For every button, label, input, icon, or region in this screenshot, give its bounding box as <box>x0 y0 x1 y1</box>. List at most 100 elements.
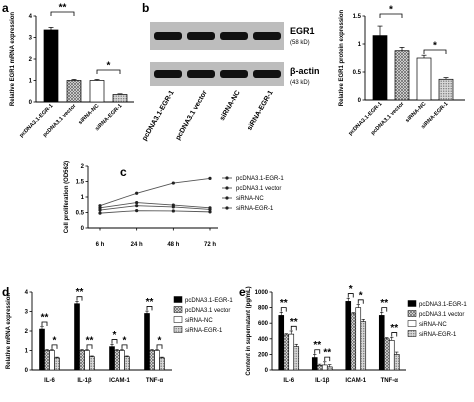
panel-a-y-tick-label: 2 <box>29 57 33 63</box>
panel-b-bars-significance-label: * <box>433 41 437 52</box>
panel-d-significance-label: * <box>123 335 127 346</box>
panel-d-bar <box>149 350 155 371</box>
panel-e-bar <box>311 357 318 371</box>
panel-d-significance-label: ** <box>146 297 154 308</box>
panel-c-y-axis-label: Cell proliferation (OD562) <box>64 161 70 233</box>
panel-d-y-axis-label: Relative mRNA expression <box>6 293 12 369</box>
panel-c-x-tick-label: 72 h <box>204 242 216 248</box>
panel-e-bar <box>278 315 285 371</box>
panel-c-legend-label: siRNA-NC <box>236 196 264 202</box>
panel-a-significance-bracket <box>96 69 121 74</box>
panel-b-bars-bar-0 <box>372 35 388 101</box>
panel-e-y-tick-label: 0 <box>265 368 269 374</box>
panel-b-bars-bar-2 <box>416 57 432 101</box>
panel-b-bars-x-tick-label: siRNA-NC <box>405 101 428 124</box>
panel-b-bars-y-tick-label: 0 <box>358 98 362 104</box>
panel-e-significance-label: ** <box>380 298 388 309</box>
panel-d-significance-bracket <box>121 344 128 349</box>
panel-e-y-axis-label: Content in supernatant (pg/mL) <box>246 286 252 375</box>
blot-band <box>154 32 182 40</box>
panel-e-bar <box>283 334 290 371</box>
panel-c-point <box>171 205 175 209</box>
panel-b-bars-y-tick-label: 1 <box>358 42 362 48</box>
panel-a-y-axis-label: Relative EGR1 mRNA expression <box>10 12 16 106</box>
panel-e-y-tick-label: 1000 <box>255 290 269 296</box>
panel-e-legend-swatch <box>407 330 417 337</box>
panel-c-point <box>208 207 212 211</box>
panel-d-y-tick-label: 4 <box>25 290 29 296</box>
panel-e-legend-label: pcDNA3.1-EGR-1 <box>419 302 467 308</box>
panel-d-bar <box>54 357 60 371</box>
panel-c-series-line-2 <box>99 205 211 211</box>
panel-d-significance-label: ** <box>76 287 84 298</box>
panel-d-significance-bracket <box>156 344 163 349</box>
panel-b-bars-bar-3 <box>438 78 454 101</box>
panel-e-bar <box>355 307 362 371</box>
blot-band-size: (58 kD) <box>290 40 310 46</box>
panel-d-legend-swatch <box>173 306 183 313</box>
panel-a-x-tick-label: siRNA-NC <box>78 103 101 126</box>
panel-e-bar <box>321 364 328 371</box>
panel-c-legend-marker <box>225 206 229 210</box>
panel-e-bar <box>345 301 352 371</box>
panel-e-y-tick-label: 400 <box>258 337 269 343</box>
panel-d-legend-swatch <box>173 296 183 303</box>
panel-b-bars-y-tick-label: 1.5 <box>353 14 362 20</box>
blot-band-label: β-actin <box>290 66 320 76</box>
panel-d-significance-label: ** <box>41 313 49 324</box>
panel-d-bar <box>49 350 55 371</box>
panel-d-significance-label: * <box>53 335 57 346</box>
panel-a-bar-1 <box>66 80 82 103</box>
blot-lane-label: pcDNA3.1-EGR-1 <box>141 89 176 142</box>
blot-band <box>187 70 215 78</box>
panel-d-legend-swatch <box>173 316 183 323</box>
panel-b-bars-y-tick-label: 0.5 <box>353 70 362 76</box>
panel-e-significance-label: ** <box>390 323 398 334</box>
panel-c-point <box>98 211 102 215</box>
panel-label-a: a <box>2 1 9 15</box>
panel-e-significance-label: ** <box>323 348 331 359</box>
panel-c-point <box>135 209 139 213</box>
panel-e-bar <box>288 333 295 371</box>
panel-a-y-tick-label: 4 <box>29 14 33 20</box>
panel-a-significance-label: ** <box>59 3 67 14</box>
panel-e-y-tick-label: 600 <box>258 321 269 327</box>
panel-b-bars-significance-bracket <box>379 13 403 18</box>
panel-d-y-tick-label: 3 <box>25 310 29 316</box>
panel-e-significance-bracket <box>290 325 297 331</box>
panel-e-x-tick-label: IL-6 <box>283 378 294 384</box>
panel-d-significance-bracket <box>41 321 48 327</box>
panel-label-d: d <box>2 285 9 299</box>
panel-d-bar <box>109 346 115 371</box>
panel-c-legend-marker <box>225 186 229 190</box>
panel-a-y-tick-label: 1 <box>29 79 33 85</box>
panel-c-legend-label: siRNA-EGR-1 <box>236 206 274 212</box>
panel-d-y-tick-label: 1 <box>25 349 29 355</box>
panel-d-bar <box>84 350 90 371</box>
blot-band-label: EGR1 <box>290 26 315 36</box>
panel-c-legend-marker <box>225 176 229 180</box>
panel-a-significance-label: * <box>107 61 111 72</box>
panel-c-point <box>171 181 175 185</box>
panel-d-bar <box>79 350 85 371</box>
panel-d-significance-bracket <box>76 296 83 301</box>
panel-c-point <box>135 204 139 208</box>
panel-c-series-line-1 <box>99 202 211 209</box>
panel-e-significance-bracket <box>324 356 331 362</box>
panel-d-bar <box>144 313 150 371</box>
panel-e-legend-label: siRNA-EGR-1 <box>419 332 457 338</box>
panel-d-bar <box>154 350 160 371</box>
panel-e-legend-label: siRNA-NC <box>419 322 447 328</box>
panel-a-bar-2 <box>89 80 105 103</box>
blot-lane-label: siRNA-EGR-1 <box>246 89 274 131</box>
panel-e-x-tick-label: TNF-α <box>381 378 399 384</box>
panel-c-legend-marker <box>225 196 229 200</box>
panel-c-x-tick-label: 48 h <box>167 242 179 248</box>
panel-d-legend-label: siRNA-NC <box>185 318 213 324</box>
panel-c-point <box>171 209 175 213</box>
panel-label-e: e <box>239 285 246 299</box>
panel-b-bars-bar-1 <box>394 50 410 101</box>
panel-d-bar <box>74 303 80 371</box>
blot-band <box>220 70 248 78</box>
panel-b-bars-significance-bracket <box>423 49 447 54</box>
